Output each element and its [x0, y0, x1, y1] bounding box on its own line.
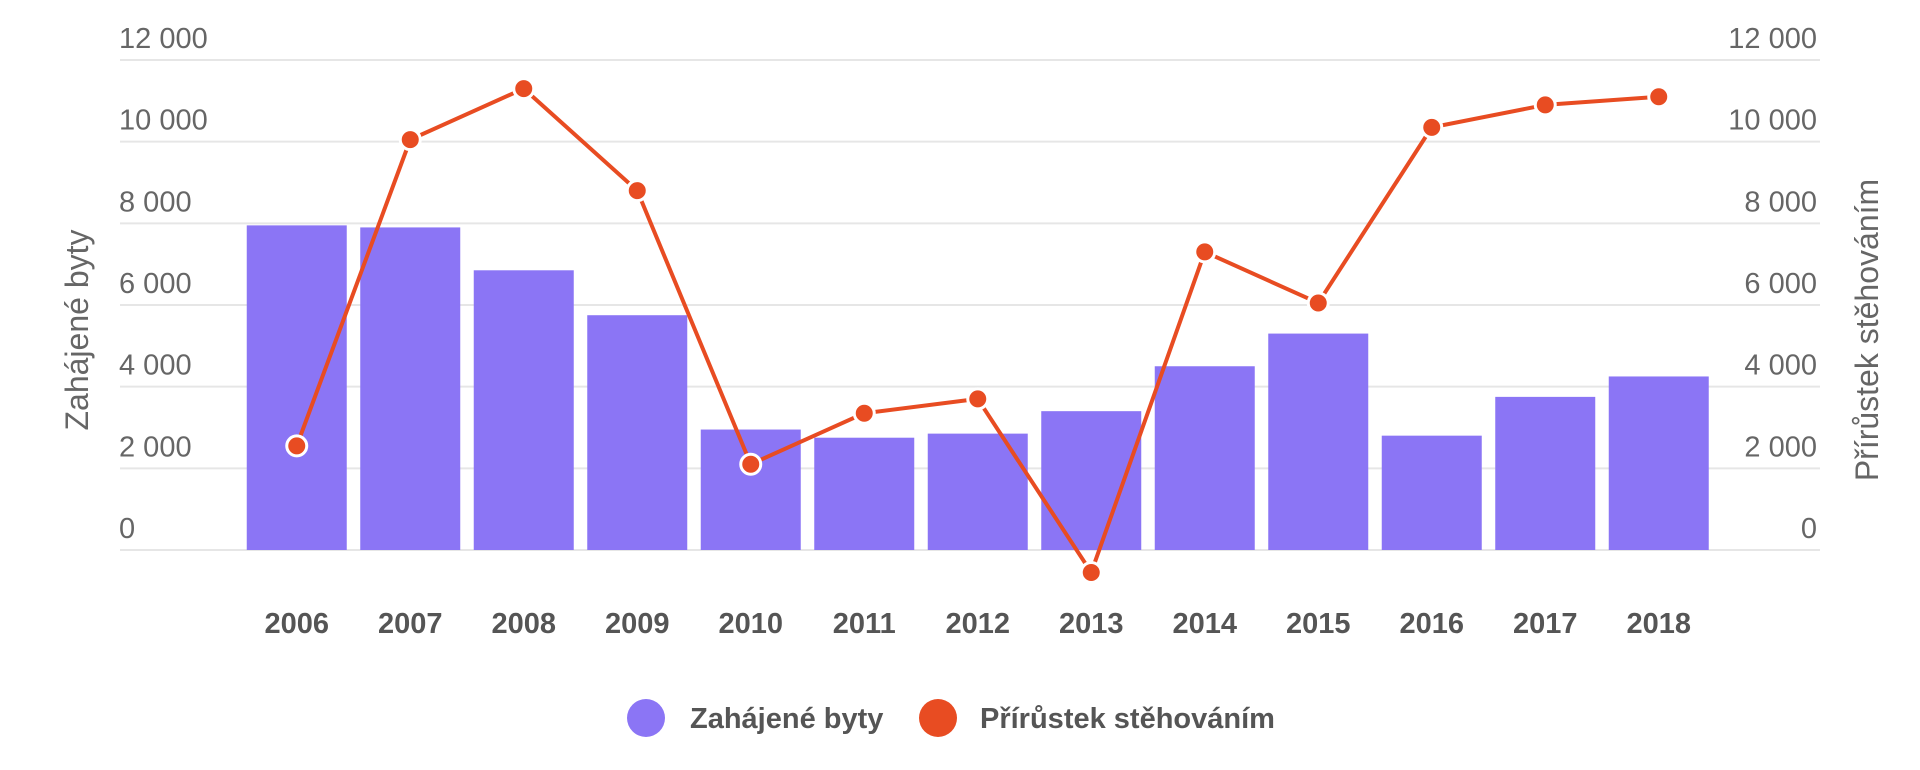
line-point[interactable] [398, 128, 422, 152]
line-point[interactable] [512, 77, 536, 101]
right-tick-label: 6 000 [1744, 268, 1817, 300]
bar[interactable] [246, 225, 347, 550]
legend: Zahájené byty Přírůstek stěhováním [627, 699, 1275, 737]
line-point[interactable] [966, 387, 990, 411]
right-axis-title: Přírůstek stěhováním [1849, 179, 1885, 481]
line-point[interactable] [625, 179, 649, 203]
line-point[interactable] [1079, 560, 1103, 584]
legend-item-line[interactable]: Přírůstek stěhováním [919, 699, 1275, 737]
x-tick-label: 2016 [1399, 608, 1464, 640]
line-point[interactable] [739, 452, 763, 476]
bar[interactable] [1495, 396, 1596, 550]
legend-swatch-line [919, 699, 957, 737]
line-point[interactable] [1306, 291, 1330, 315]
left-tick-label: 10 000 [119, 105, 208, 137]
bar[interactable] [1268, 333, 1369, 550]
line-point[interactable] [1193, 240, 1217, 264]
right-tick-label: 4 000 [1744, 350, 1817, 382]
line-series [285, 77, 1671, 584]
bar-series [246, 225, 1709, 550]
line-point[interactable] [1647, 85, 1671, 109]
line-point[interactable] [285, 434, 309, 458]
left-tick-label: 12 000 [119, 23, 208, 55]
right-tick-label: 2 000 [1744, 431, 1817, 463]
left-tick-label: 6 000 [119, 268, 192, 300]
x-tick-label: 2010 [718, 608, 783, 640]
x-tick-label: 2017 [1513, 608, 1578, 640]
x-tick-label: 2009 [605, 608, 670, 640]
left-tick-label: 2 000 [119, 431, 192, 463]
right-tick-label: 0 [1801, 513, 1817, 545]
bar[interactable] [814, 437, 915, 550]
legend-item-bars[interactable]: Zahájené byty [627, 699, 883, 737]
left-tick-label: 4 000 [119, 350, 192, 382]
line-point[interactable] [1533, 93, 1557, 117]
right-tick-label: 10 000 [1728, 105, 1817, 137]
legend-label-bars: Zahájené byty [690, 703, 883, 735]
right-axis-ticks: 12 000 10 000 8 000 6 000 4 000 2 000 0 [1728, 23, 1817, 545]
legend-swatch-bars [627, 699, 665, 737]
bar[interactable] [473, 270, 574, 550]
x-tick-label: 2015 [1286, 608, 1351, 640]
right-tick-label: 8 000 [1744, 186, 1817, 218]
legend-label-line: Přírůstek stěhováním [980, 703, 1275, 735]
right-tick-label: 12 000 [1728, 23, 1817, 55]
x-tick-label: 2012 [945, 608, 1010, 640]
line-point[interactable] [1420, 115, 1444, 139]
left-axis-ticks: 12 000 10 000 8 000 6 000 4 000 2 000 0 [119, 23, 208, 545]
x-tick-label: 2013 [1059, 608, 1124, 640]
x-tick-label: 2014 [1172, 608, 1237, 640]
left-tick-label: 0 [119, 513, 135, 545]
x-tick-label: 2008 [491, 608, 556, 640]
left-tick-label: 8 000 [119, 186, 192, 218]
x-tick-label: 2011 [833, 608, 896, 640]
bar[interactable] [1608, 376, 1709, 550]
left-axis-title: Zahájené byty [59, 229, 95, 430]
x-tick-label: 2007 [378, 608, 443, 640]
x-axis-ticks: 2006 2007 2008 2009 2010 2011 2012 2013 2014 2015… [264, 608, 1691, 640]
bar[interactable] [587, 315, 688, 550]
bar[interactable] [1381, 435, 1482, 550]
line-point[interactable] [852, 401, 876, 425]
bar[interactable] [1041, 411, 1142, 550]
x-tick-label: 2006 [264, 608, 329, 640]
x-tick-label: 2018 [1626, 608, 1691, 640]
bar[interactable] [1154, 366, 1255, 550]
bar[interactable] [360, 227, 461, 550]
